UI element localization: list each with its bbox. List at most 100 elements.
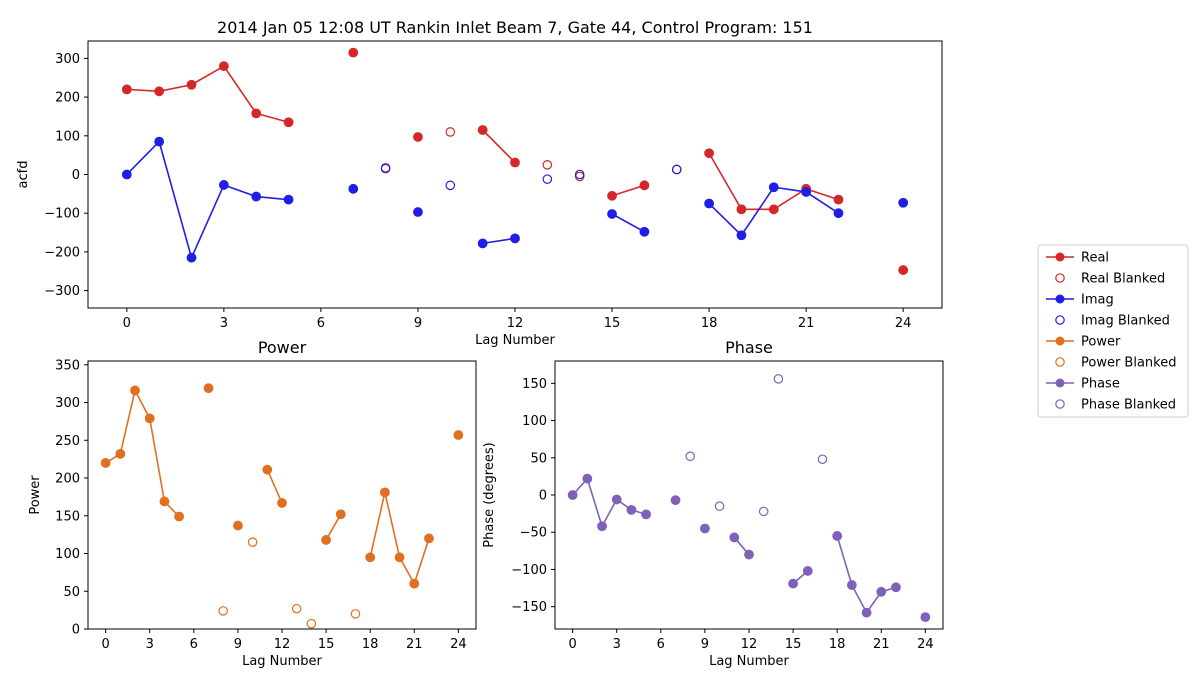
acf-plot: 0 3 6 9 12 15 18 21 24 −300 −200 −100 0 100 200 300 Lag … xyxy=(16,40,943,348)
y-tick-label: 100 xyxy=(55,129,80,144)
real-point xyxy=(704,148,714,159)
imag-point xyxy=(704,198,714,209)
power-point xyxy=(321,535,331,545)
y-tick-label: 300 xyxy=(55,52,80,67)
power-point xyxy=(115,448,126,459)
x-tick-label: 6 xyxy=(317,316,325,331)
y-axis-label: acfd xyxy=(16,161,31,189)
y-tick-label: 250 xyxy=(55,434,80,449)
legend-marker-phase xyxy=(1055,378,1065,388)
x-tick-label: 15 xyxy=(318,637,335,652)
y-tick-label: 50 xyxy=(63,585,80,600)
power-point xyxy=(262,464,273,475)
phase-point xyxy=(729,532,740,543)
real-point xyxy=(121,84,132,95)
power-blanked-point xyxy=(291,603,302,614)
power-line xyxy=(266,469,283,504)
imag-point xyxy=(833,208,844,219)
imag-line xyxy=(611,213,645,233)
real-point xyxy=(218,61,229,72)
phase-point xyxy=(802,566,813,576)
x-tick-label: 12 xyxy=(741,637,758,652)
x-tick-label: 0 xyxy=(101,637,109,652)
real-point xyxy=(639,180,650,191)
phase-blanked-point xyxy=(758,506,769,517)
real-point xyxy=(154,86,165,97)
legend-label-phase-blanked: Phase Blanked xyxy=(1081,398,1176,413)
imag-blanked-point xyxy=(574,169,585,180)
x-tick-label: 9 xyxy=(701,637,709,652)
power-point xyxy=(365,552,376,563)
phase-point xyxy=(567,490,578,500)
phase-plot: 0 3 6 9 12 15 18 21 24 −150 −100 −50 0 50 100 150 Lag Nu… xyxy=(482,338,944,669)
phase-blanked-point xyxy=(714,501,725,511)
real-line xyxy=(126,65,289,124)
imag-blanked-point xyxy=(542,174,553,184)
legend-label-power-blanked: Power Blanked xyxy=(1081,356,1177,371)
x-axis-label: Lag Number xyxy=(709,654,789,669)
real-point xyxy=(510,157,520,168)
legend-label-imag-blanked: Imag Blanked xyxy=(1081,314,1170,329)
power-point xyxy=(424,533,434,544)
x-tick-label: 15 xyxy=(785,637,802,652)
x-tick-label: 0 xyxy=(123,316,131,331)
real-line xyxy=(611,184,645,197)
y-tick-label: 0 xyxy=(539,489,547,504)
legend-label-power: Power xyxy=(1081,335,1121,350)
y-tick-label: 0 xyxy=(72,623,80,638)
imag-point xyxy=(348,183,359,194)
phase-blanked-point xyxy=(817,454,828,465)
x-tick-label: 18 xyxy=(701,316,718,331)
legend-marker-power xyxy=(1055,336,1065,346)
imag-point xyxy=(413,207,423,217)
x-tick-label: 21 xyxy=(798,316,815,331)
phase-point xyxy=(876,586,887,597)
imag-point xyxy=(898,197,909,208)
power-point xyxy=(233,520,243,531)
y-tick-label: 200 xyxy=(55,91,80,106)
power-point xyxy=(409,578,420,589)
power-point xyxy=(277,498,287,508)
imag-point xyxy=(121,169,132,180)
real-blanked-point xyxy=(445,127,456,137)
legend-label-real: Real xyxy=(1081,251,1109,266)
y-tick-label: −150 xyxy=(511,600,547,615)
phase-point xyxy=(582,473,593,484)
y-tick-label: −100 xyxy=(511,563,547,578)
y-axis-label: Power xyxy=(28,475,43,515)
legend: Real Real Blanked Imag Imag Blanked Power Pow… xyxy=(1037,244,1189,418)
phase-point xyxy=(846,580,857,590)
y-tick-label: −200 xyxy=(44,245,80,260)
power-blanked-point xyxy=(247,537,258,547)
phase-blanked-point xyxy=(685,451,696,462)
x-axis-label: Lag Number xyxy=(242,654,322,669)
x-tick-label: 21 xyxy=(406,637,423,652)
x-tick-label: 3 xyxy=(613,637,621,652)
imag-point xyxy=(477,238,488,249)
power-point xyxy=(203,383,214,394)
power-point xyxy=(379,487,390,498)
imag-point xyxy=(251,191,262,202)
y-axis-label: Phase (degrees) xyxy=(482,442,497,547)
legend-marker-real-blanked xyxy=(1055,273,1065,283)
power-point xyxy=(453,430,464,440)
phase-point xyxy=(832,531,843,541)
x-tick-label: 6 xyxy=(190,637,198,652)
power-blanked-point xyxy=(306,618,317,629)
real-point xyxy=(736,204,747,215)
imag-blanked-point xyxy=(445,180,456,191)
real-point xyxy=(186,79,197,90)
legend-marker-real xyxy=(1055,252,1065,262)
x-tick-label: 18 xyxy=(829,637,846,652)
x-tick-label: 12 xyxy=(274,637,291,652)
legend-marker-imag-blanked xyxy=(1055,315,1065,325)
y-tick-label: 0 xyxy=(72,168,80,183)
y-tick-label: 350 xyxy=(55,358,80,373)
phase-point xyxy=(920,612,931,622)
phase-line xyxy=(572,477,647,529)
phase-point xyxy=(891,582,901,593)
phase-point xyxy=(788,578,798,589)
real-point xyxy=(477,125,488,135)
phase-point xyxy=(700,523,710,534)
phase-point xyxy=(597,521,607,532)
